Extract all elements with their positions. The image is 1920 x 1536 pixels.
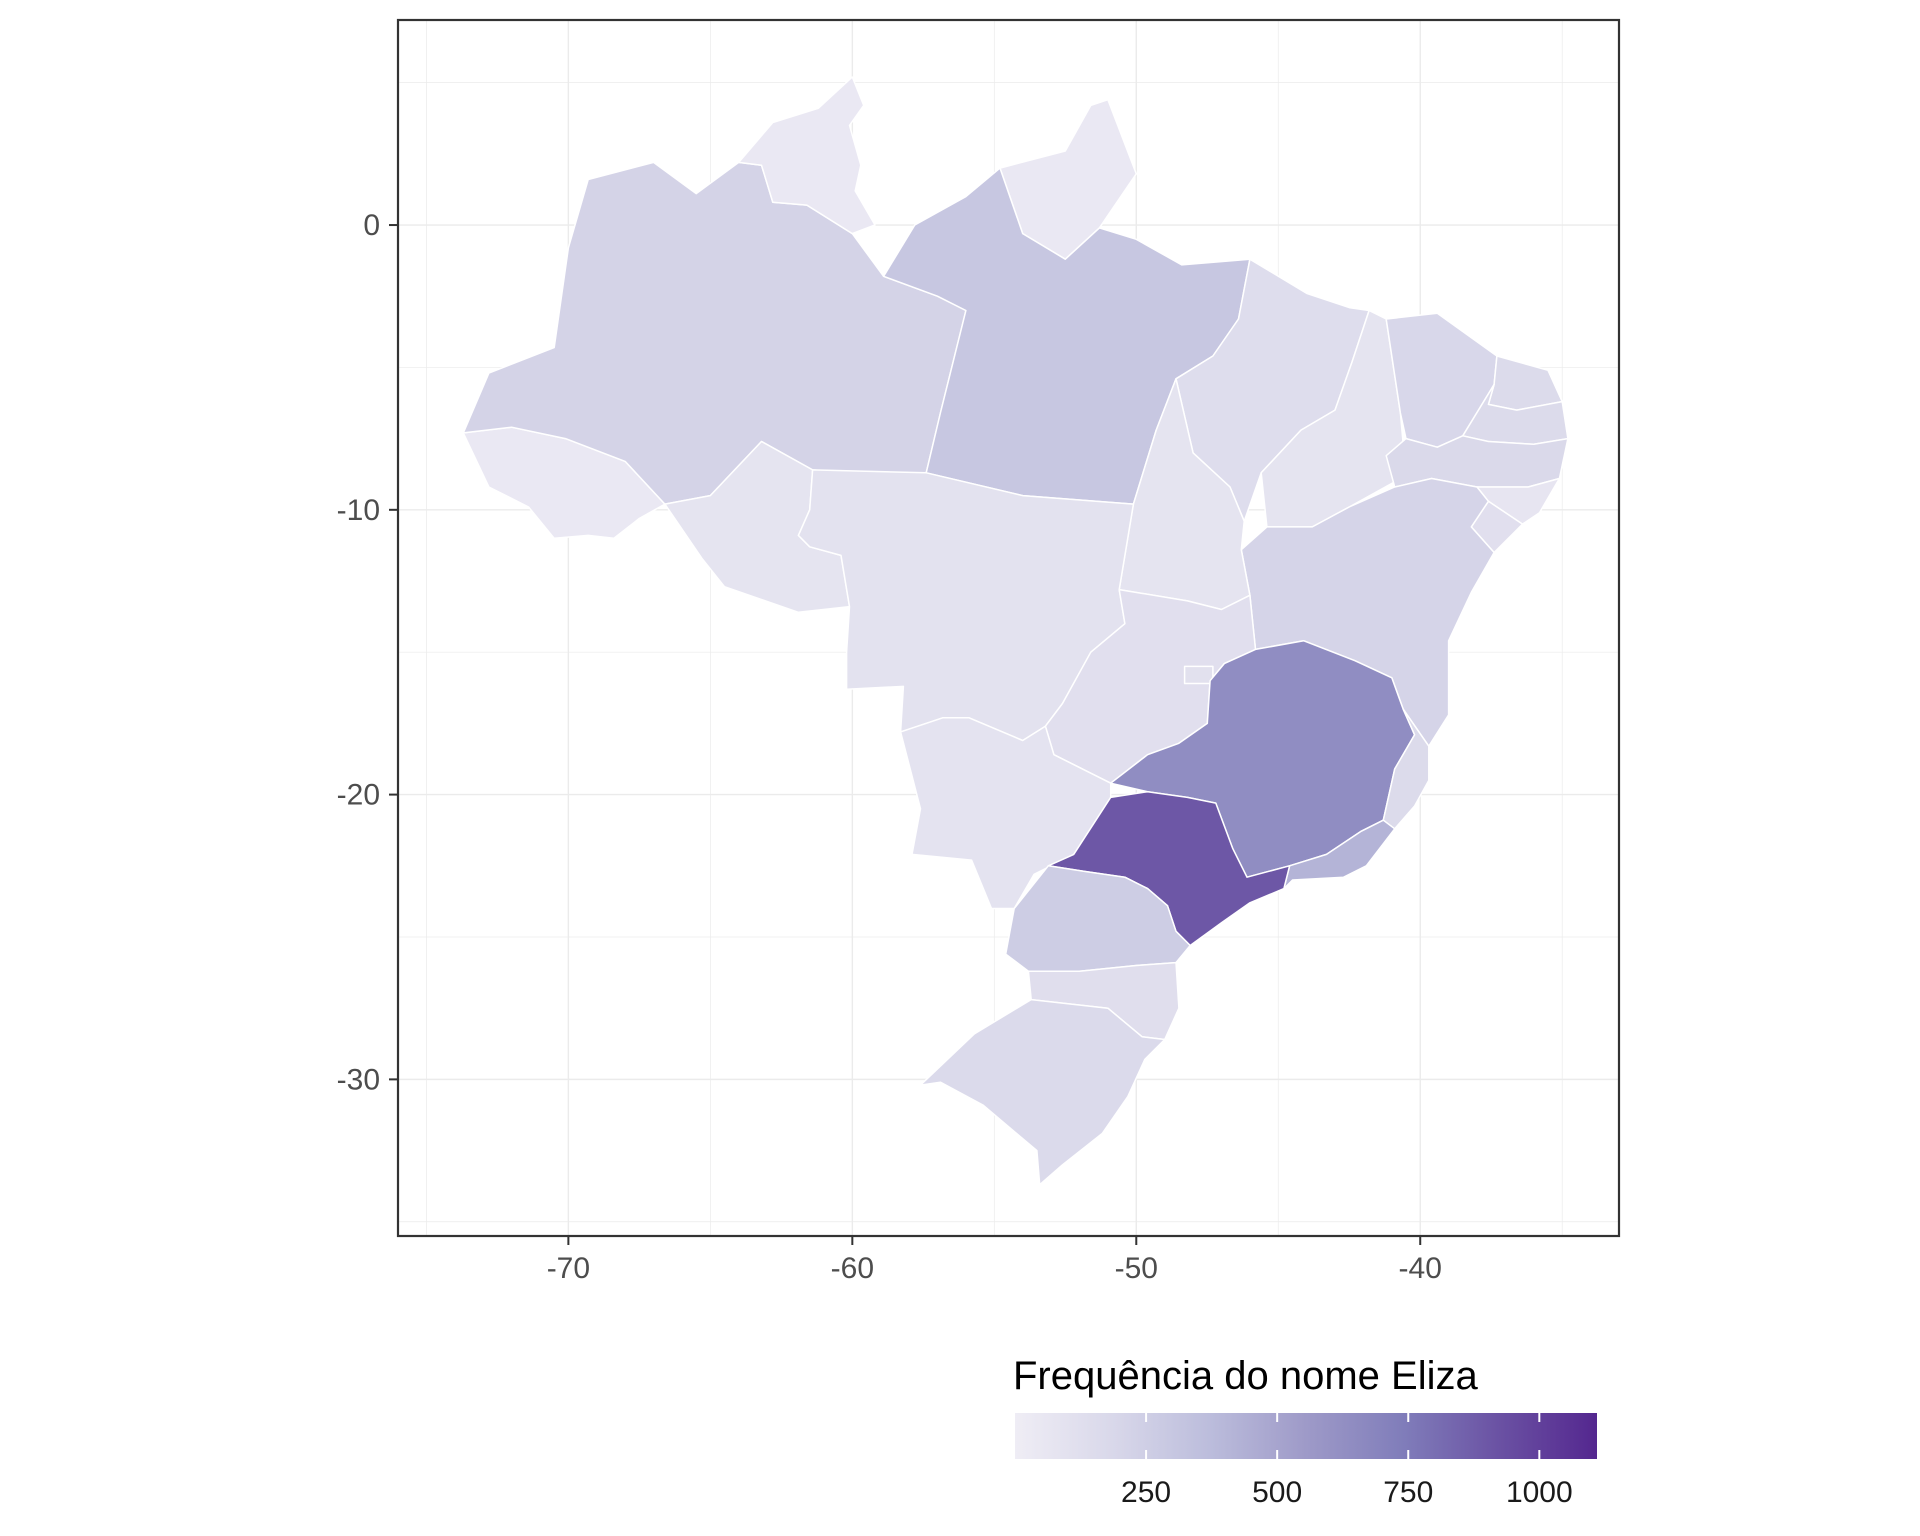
- y-tick-label: -20: [337, 779, 380, 812]
- legend-ticks: 250 500 750 1000: [1121, 1413, 1573, 1509]
- state-df: [1183, 665, 1214, 685]
- legend-tick-label: 250: [1121, 1476, 1171, 1509]
- x-tick-label: -40: [1399, 1252, 1442, 1285]
- x-tick-label: -70: [547, 1252, 590, 1285]
- legend-tick-label: 1000: [1506, 1476, 1573, 1509]
- plot-panel-border: [396, 18, 1621, 1238]
- state-regions: [462, 76, 1569, 1186]
- state-pe: [1385, 435, 1569, 488]
- axis-ticks: -70 -60 -50 -40 0 -10 -20 -30: [337, 209, 1442, 1285]
- legend-title: Frequência do nome Eliza: [1013, 1354, 1478, 1398]
- state-rr: [737, 76, 876, 235]
- legend: Frequência do nome Eliza 250 500 750 1000: [1013, 1354, 1597, 1509]
- legend-colorbar: [1015, 1413, 1597, 1459]
- y-tick-label: -10: [337, 494, 380, 527]
- x-tick-label: -60: [831, 1252, 874, 1285]
- x-tick-label: -50: [1115, 1252, 1158, 1285]
- state-rs: [919, 998, 1166, 1186]
- y-tick-label: 0: [363, 209, 380, 242]
- legend-tick-label: 500: [1252, 1476, 1302, 1509]
- legend-tick-label: 750: [1383, 1476, 1433, 1509]
- y-tick-label: -30: [337, 1063, 380, 1096]
